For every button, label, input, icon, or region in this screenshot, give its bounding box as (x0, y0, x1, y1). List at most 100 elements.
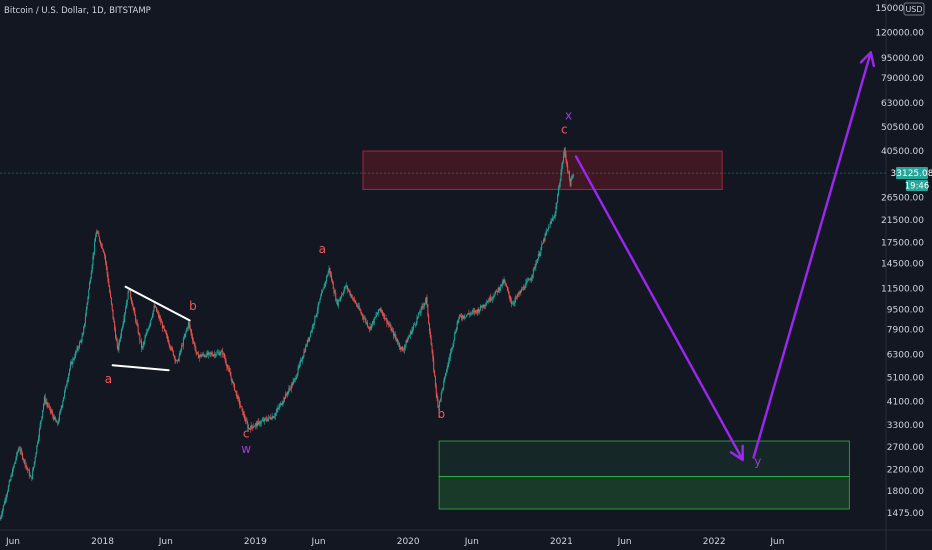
candle (230, 372, 232, 381)
candle (470, 311, 472, 317)
candle (501, 278, 503, 289)
candle-body (380, 308, 382, 311)
candle-body (482, 304, 484, 308)
candle (485, 302, 487, 310)
zone-resistance[interactable] (362, 150, 723, 190)
candle-body (228, 368, 230, 372)
candle (461, 314, 463, 322)
triangle-line-1[interactable] (124, 285, 191, 322)
candle-body (138, 333, 140, 335)
candle (18, 445, 20, 450)
candle-body (489, 296, 491, 302)
candle-body (539, 252, 541, 256)
candle (346, 285, 348, 294)
candle-body (387, 322, 389, 324)
candle (487, 298, 489, 305)
candle (229, 367, 231, 376)
candle-body (540, 248, 542, 253)
candle (445, 369, 447, 376)
candle (165, 330, 167, 334)
candle (176, 359, 178, 362)
candle-body (329, 267, 331, 274)
candle (108, 278, 110, 287)
candle (452, 342, 454, 350)
candle (569, 178, 571, 188)
candle-body (338, 300, 340, 302)
candle-body (290, 384, 292, 390)
candle (321, 289, 323, 294)
candle (385, 314, 387, 321)
candle-body (547, 229, 549, 231)
zone-support-lower[interactable] (438, 476, 850, 510)
candle-body (466, 314, 468, 316)
candle (559, 178, 561, 188)
price-tick-label: 14500.00 (881, 259, 924, 269)
candle (235, 390, 237, 397)
candle-body (166, 335, 168, 340)
candle (248, 424, 250, 431)
candle (451, 346, 453, 352)
candle (476, 309, 478, 316)
candle-body (168, 342, 170, 345)
candle (292, 377, 294, 386)
projection-arrow-2-head[interactable] (859, 51, 876, 68)
candle (295, 374, 297, 380)
zone-support-upper[interactable] (438, 440, 850, 478)
candle-body (325, 281, 327, 283)
candle-body (156, 311, 158, 313)
candle (396, 338, 398, 343)
candle-body (12, 469, 14, 476)
candle-body (292, 381, 294, 386)
candle-body (332, 282, 334, 289)
candle (389, 322, 391, 328)
time-tick-label: Jun (617, 537, 632, 547)
candle (553, 214, 555, 219)
candle (394, 331, 396, 340)
candle (137, 323, 139, 335)
candle (109, 284, 111, 294)
triangle-line-2[interactable] (111, 364, 170, 372)
candle-body (476, 310, 478, 313)
candle-body (146, 332, 148, 336)
candle (418, 311, 420, 319)
candle-body (519, 291, 521, 294)
candle-body (46, 402, 48, 404)
candle-body (425, 297, 427, 301)
candle-body (232, 382, 234, 383)
candle (545, 230, 547, 237)
price-tick-label: 26500.00 (881, 193, 924, 203)
candle (494, 291, 496, 297)
candle-body (182, 345, 184, 347)
candle (98, 230, 100, 237)
candle-body (538, 254, 540, 256)
projection-arrow-1-head[interactable] (729, 444, 744, 462)
candle (424, 302, 426, 310)
currency-badge[interactable] (903, 2, 925, 16)
candle (298, 363, 300, 370)
candle (310, 329, 312, 334)
candle-body (198, 355, 200, 359)
candle-body (305, 345, 307, 347)
candle (124, 311, 126, 323)
candle-body (403, 349, 405, 351)
projection-arrow-2[interactable] (752, 51, 872, 459)
candle (270, 417, 272, 420)
candle (488, 298, 490, 302)
candle (242, 408, 244, 416)
candle (353, 296, 355, 302)
candle-body (79, 342, 81, 348)
candle-body (239, 404, 241, 407)
candle-body (120, 329, 122, 337)
candle-body (478, 309, 480, 312)
candle-body (75, 351, 77, 353)
candle-body (480, 305, 482, 308)
candle-body (191, 332, 193, 337)
candle (115, 334, 117, 342)
candle (354, 299, 356, 304)
candle-body (208, 352, 210, 353)
candle-body (522, 286, 524, 290)
candle (547, 229, 549, 232)
projection-arrow-1[interactable] (574, 155, 744, 462)
candle (15, 455, 17, 465)
